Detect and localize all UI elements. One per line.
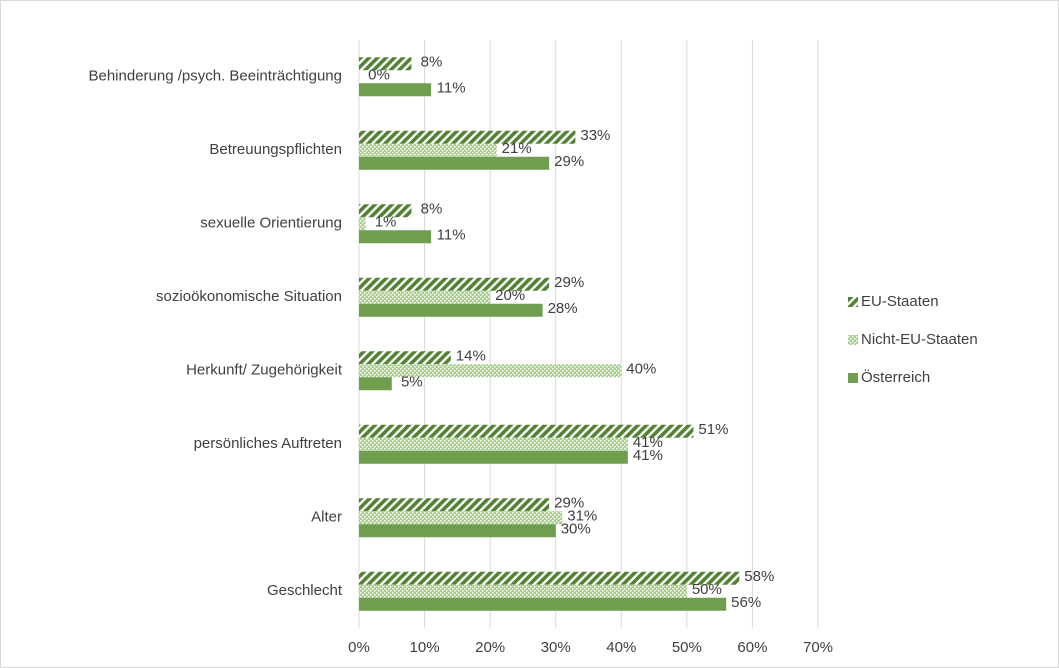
- y-tick-label: Betreuungspflichten: [209, 141, 342, 158]
- bar: [359, 377, 392, 391]
- bar: [359, 290, 491, 304]
- legend-label: Nicht-EU-Staaten: [861, 331, 978, 348]
- bar: [359, 130, 576, 144]
- data-label: 56%: [731, 594, 761, 611]
- data-label: 8%: [421, 54, 443, 71]
- x-tick-label: 60%: [737, 639, 767, 656]
- bar: [359, 450, 628, 464]
- bar: [359, 57, 412, 71]
- bar: [359, 511, 563, 525]
- x-tick-label: 70%: [803, 639, 833, 656]
- data-label: 50%: [692, 581, 722, 598]
- y-tick-label: Herkunft/ Zugehörigkeit: [186, 362, 343, 379]
- data-label: 41%: [633, 447, 663, 464]
- data-label: 30%: [561, 521, 591, 538]
- data-label: 28%: [548, 300, 578, 317]
- y-tick-label: Geschlecht: [267, 582, 343, 599]
- x-tick-label: 30%: [541, 639, 571, 656]
- x-tick-label: 10%: [410, 639, 440, 656]
- data-label: 21%: [502, 140, 532, 157]
- legend-swatch: [848, 335, 858, 345]
- legend-label: Österreich: [861, 368, 930, 386]
- data-label: 11%: [437, 80, 466, 97]
- data-label: 1%: [375, 214, 397, 231]
- bar: [359, 156, 550, 170]
- data-label: 20%: [495, 287, 525, 304]
- data-label: 41%: [633, 434, 663, 451]
- bar: [359, 217, 366, 231]
- y-tick-label: persönliches Auftreten: [194, 435, 342, 452]
- x-tick-label: 20%: [475, 639, 505, 656]
- bar: [359, 83, 432, 97]
- bar: [359, 351, 451, 365]
- bar: [359, 437, 628, 451]
- y-tick-label: Behinderung /psych. Beeinträchtigung: [88, 68, 342, 85]
- y-tick-label: sexuelle Orientierung: [200, 215, 342, 232]
- data-label: 8%: [421, 201, 443, 218]
- y-tick-label: sozioökonomische Situation: [156, 288, 342, 305]
- legend-label: EU-Staaten: [861, 293, 939, 310]
- legend-swatch: [848, 297, 858, 307]
- x-tick-label: 50%: [672, 639, 702, 656]
- data-label: 29%: [554, 153, 584, 170]
- x-tick-label: 0%: [348, 639, 370, 656]
- bar: [359, 424, 694, 438]
- bar: [359, 230, 432, 244]
- bar: [359, 597, 727, 611]
- data-label: 58%: [744, 568, 774, 585]
- x-tick-label: 40%: [606, 639, 636, 656]
- data-label: 29%: [554, 274, 584, 291]
- bar: [359, 204, 412, 218]
- legend-swatch: [848, 373, 858, 383]
- data-label: 31%: [567, 508, 597, 525]
- data-label: 51%: [698, 421, 728, 438]
- bar: [359, 524, 556, 538]
- bar: [359, 303, 543, 317]
- bar: [359, 277, 550, 291]
- data-label: 33%: [580, 127, 610, 144]
- y-tick-label: Alter: [311, 509, 342, 526]
- data-label: 5%: [401, 374, 423, 391]
- data-label: 14%: [456, 348, 486, 365]
- data-label: 29%: [554, 495, 584, 512]
- bar: [359, 571, 740, 585]
- data-label: 40%: [626, 361, 656, 378]
- bar: [359, 584, 687, 598]
- data-label: 0%: [368, 67, 390, 84]
- bar: [359, 498, 550, 512]
- bar: [359, 364, 622, 378]
- data-label: 11%: [437, 227, 466, 244]
- bar: [359, 143, 497, 157]
